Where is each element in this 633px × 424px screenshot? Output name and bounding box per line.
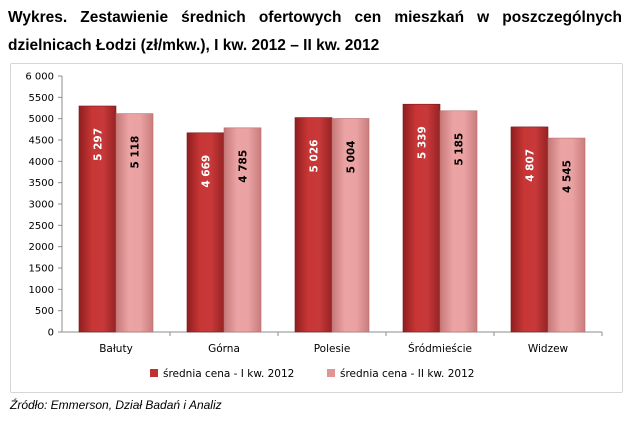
x-tick-label: Śródmieście [408,342,472,355]
data-label: 4 807 [525,149,537,182]
data-label: 4 785 [238,150,250,183]
y-tick-label: 5500 [29,93,54,104]
x-tick-label: Górna [208,343,240,355]
legend-swatch [327,369,335,377]
y-tick-label: 2500 [29,221,54,232]
y-tick-label: 0 [48,328,54,339]
bar [223,127,262,333]
data-label: 5 185 [454,133,466,166]
x-tick-label: Polesie [314,343,351,355]
bar [331,118,370,333]
x-tick-label: Widzew [528,343,569,355]
data-label: 5 026 [309,140,321,173]
data-label: 5 118 [130,136,142,169]
bar [186,132,225,333]
y-tick-label: 3000 [29,200,54,211]
x-tick-label: Bałuty [99,343,133,355]
source-note: Źródło: Emmerson, Dział Badań i Analiz [10,398,222,412]
y-tick-label: 3500 [29,178,54,189]
y-tick-label: 4500 [29,136,54,147]
bar [78,105,117,333]
bar [510,126,549,333]
legend-label: średnia cena - II kw. 2012 [340,368,474,380]
legend-swatch [150,369,158,377]
bar [294,117,333,333]
y-tick-label: 500 [35,306,54,317]
y-tick-label: 5000 [29,114,54,125]
data-label: 5 004 [346,140,358,173]
chart-title: Wykres. Zestawienie średnich ofertowych … [8,9,622,54]
bar [402,103,441,333]
data-label: 4 669 [201,155,213,188]
legend-label: średnia cena - I kw. 2012 [163,368,294,380]
y-tick-label: 6 000 [25,72,54,83]
data-label: 4 545 [562,160,574,193]
y-tick-label: 4000 [29,157,54,168]
chart-frame [10,63,623,393]
y-tick-label: 2000 [29,242,54,253]
bar [115,113,154,333]
data-label: 5 339 [417,126,429,159]
data-label: 5 297 [93,128,105,161]
bar [547,137,586,333]
y-tick-label: 1500 [29,264,54,275]
y-tick-label: 1000 [29,285,54,296]
bar [439,110,478,333]
